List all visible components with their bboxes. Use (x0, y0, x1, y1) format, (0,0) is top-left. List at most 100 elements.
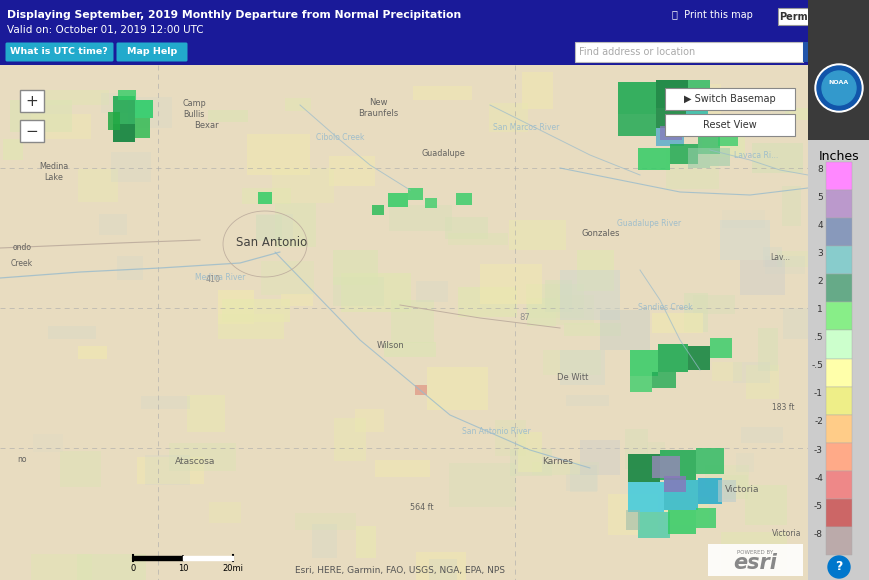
Bar (660, 126, 681, 140)
Bar (825, 471, 851, 499)
Bar (187, 394, 224, 432)
Bar (709, 148, 729, 166)
Bar (687, 148, 709, 168)
Text: no: no (17, 455, 27, 465)
Bar (560, 270, 620, 320)
Bar (531, 462, 598, 475)
Bar (663, 480, 697, 510)
Bar (384, 342, 436, 357)
Bar (509, 450, 552, 476)
Text: Gonzales: Gonzales (581, 229, 620, 237)
Bar (20, 120, 44, 142)
Text: Medina
Lake: Medina Lake (39, 162, 69, 182)
Bar (660, 450, 695, 480)
Bar (217, 290, 254, 324)
Bar (312, 524, 336, 557)
Text: San Antonio: San Antonio (236, 237, 308, 249)
Bar (825, 246, 851, 274)
Bar (777, 8, 835, 25)
Bar (695, 508, 715, 528)
Bar (415, 385, 427, 395)
Bar (33, 434, 63, 452)
Text: Creek: Creek (11, 259, 33, 267)
Text: 5: 5 (816, 193, 822, 202)
Text: -3: -3 (813, 445, 822, 455)
Text: Lav...: Lav... (769, 252, 789, 262)
Bar (712, 362, 741, 381)
Bar (683, 293, 707, 332)
Bar (542, 350, 600, 375)
Text: Reset View: Reset View (702, 120, 756, 130)
Bar (577, 250, 614, 291)
Circle shape (821, 71, 855, 105)
Text: +: + (25, 93, 38, 108)
Bar (544, 280, 572, 312)
Bar (428, 559, 457, 580)
Text: −: − (25, 124, 38, 139)
Text: Valid on: October 01, 2019 12:00 UTC: Valid on: October 01, 2019 12:00 UTC (7, 25, 203, 35)
Circle shape (827, 556, 849, 578)
Bar (607, 494, 657, 535)
Text: Find address or location: Find address or location (579, 47, 694, 57)
Bar (261, 261, 314, 295)
Bar (784, 107, 823, 119)
Bar (600, 310, 649, 350)
Bar (10, 100, 72, 132)
Bar (209, 502, 241, 523)
Text: 20mi: 20mi (222, 564, 243, 573)
Bar (651, 372, 675, 388)
Bar (695, 448, 723, 474)
Bar (222, 299, 289, 322)
Bar (141, 397, 189, 409)
Bar (825, 443, 851, 471)
Text: Medina River: Medina River (195, 274, 245, 282)
Text: 4: 4 (817, 221, 822, 230)
Bar (271, 168, 334, 202)
Bar (629, 376, 651, 392)
Bar (375, 460, 429, 477)
Text: 8: 8 (816, 165, 822, 174)
Text: 0: 0 (130, 564, 136, 573)
Text: Camp
Bullis: Camp Bullis (182, 99, 206, 119)
Bar (527, 298, 555, 326)
Bar (525, 284, 584, 318)
Text: ondo: ondo (12, 244, 31, 252)
Bar (740, 260, 784, 295)
Bar (457, 287, 516, 317)
Bar (717, 480, 735, 502)
Bar (208, 110, 248, 122)
Bar (356, 526, 375, 558)
Bar (247, 134, 309, 175)
Bar (3, 139, 23, 160)
Bar (807, 0, 869, 140)
Text: -8: -8 (813, 530, 822, 539)
Bar (20, 90, 44, 112)
Bar (116, 256, 143, 280)
Bar (657, 344, 687, 372)
Bar (707, 544, 802, 576)
Bar (448, 233, 507, 245)
Bar (144, 455, 189, 485)
Bar (655, 108, 686, 128)
Text: 2: 2 (817, 277, 822, 286)
Bar (617, 82, 655, 114)
Bar (448, 463, 515, 508)
Bar (667, 510, 695, 534)
Bar (48, 326, 96, 339)
Text: Permalink: Permalink (779, 12, 834, 21)
Bar (99, 214, 127, 235)
Bar (627, 482, 663, 512)
Bar (687, 80, 709, 102)
Bar (329, 157, 375, 186)
Bar (415, 552, 466, 580)
Bar (341, 273, 410, 311)
Text: Lavaca Ri...: Lavaca Ri... (733, 150, 777, 160)
Text: Victoria: Victoria (772, 530, 801, 538)
Bar (113, 96, 135, 124)
Bar (637, 148, 669, 170)
Bar (663, 497, 707, 524)
Bar (494, 419, 525, 455)
Bar (217, 314, 283, 339)
Bar (101, 92, 137, 113)
Bar (624, 429, 647, 469)
